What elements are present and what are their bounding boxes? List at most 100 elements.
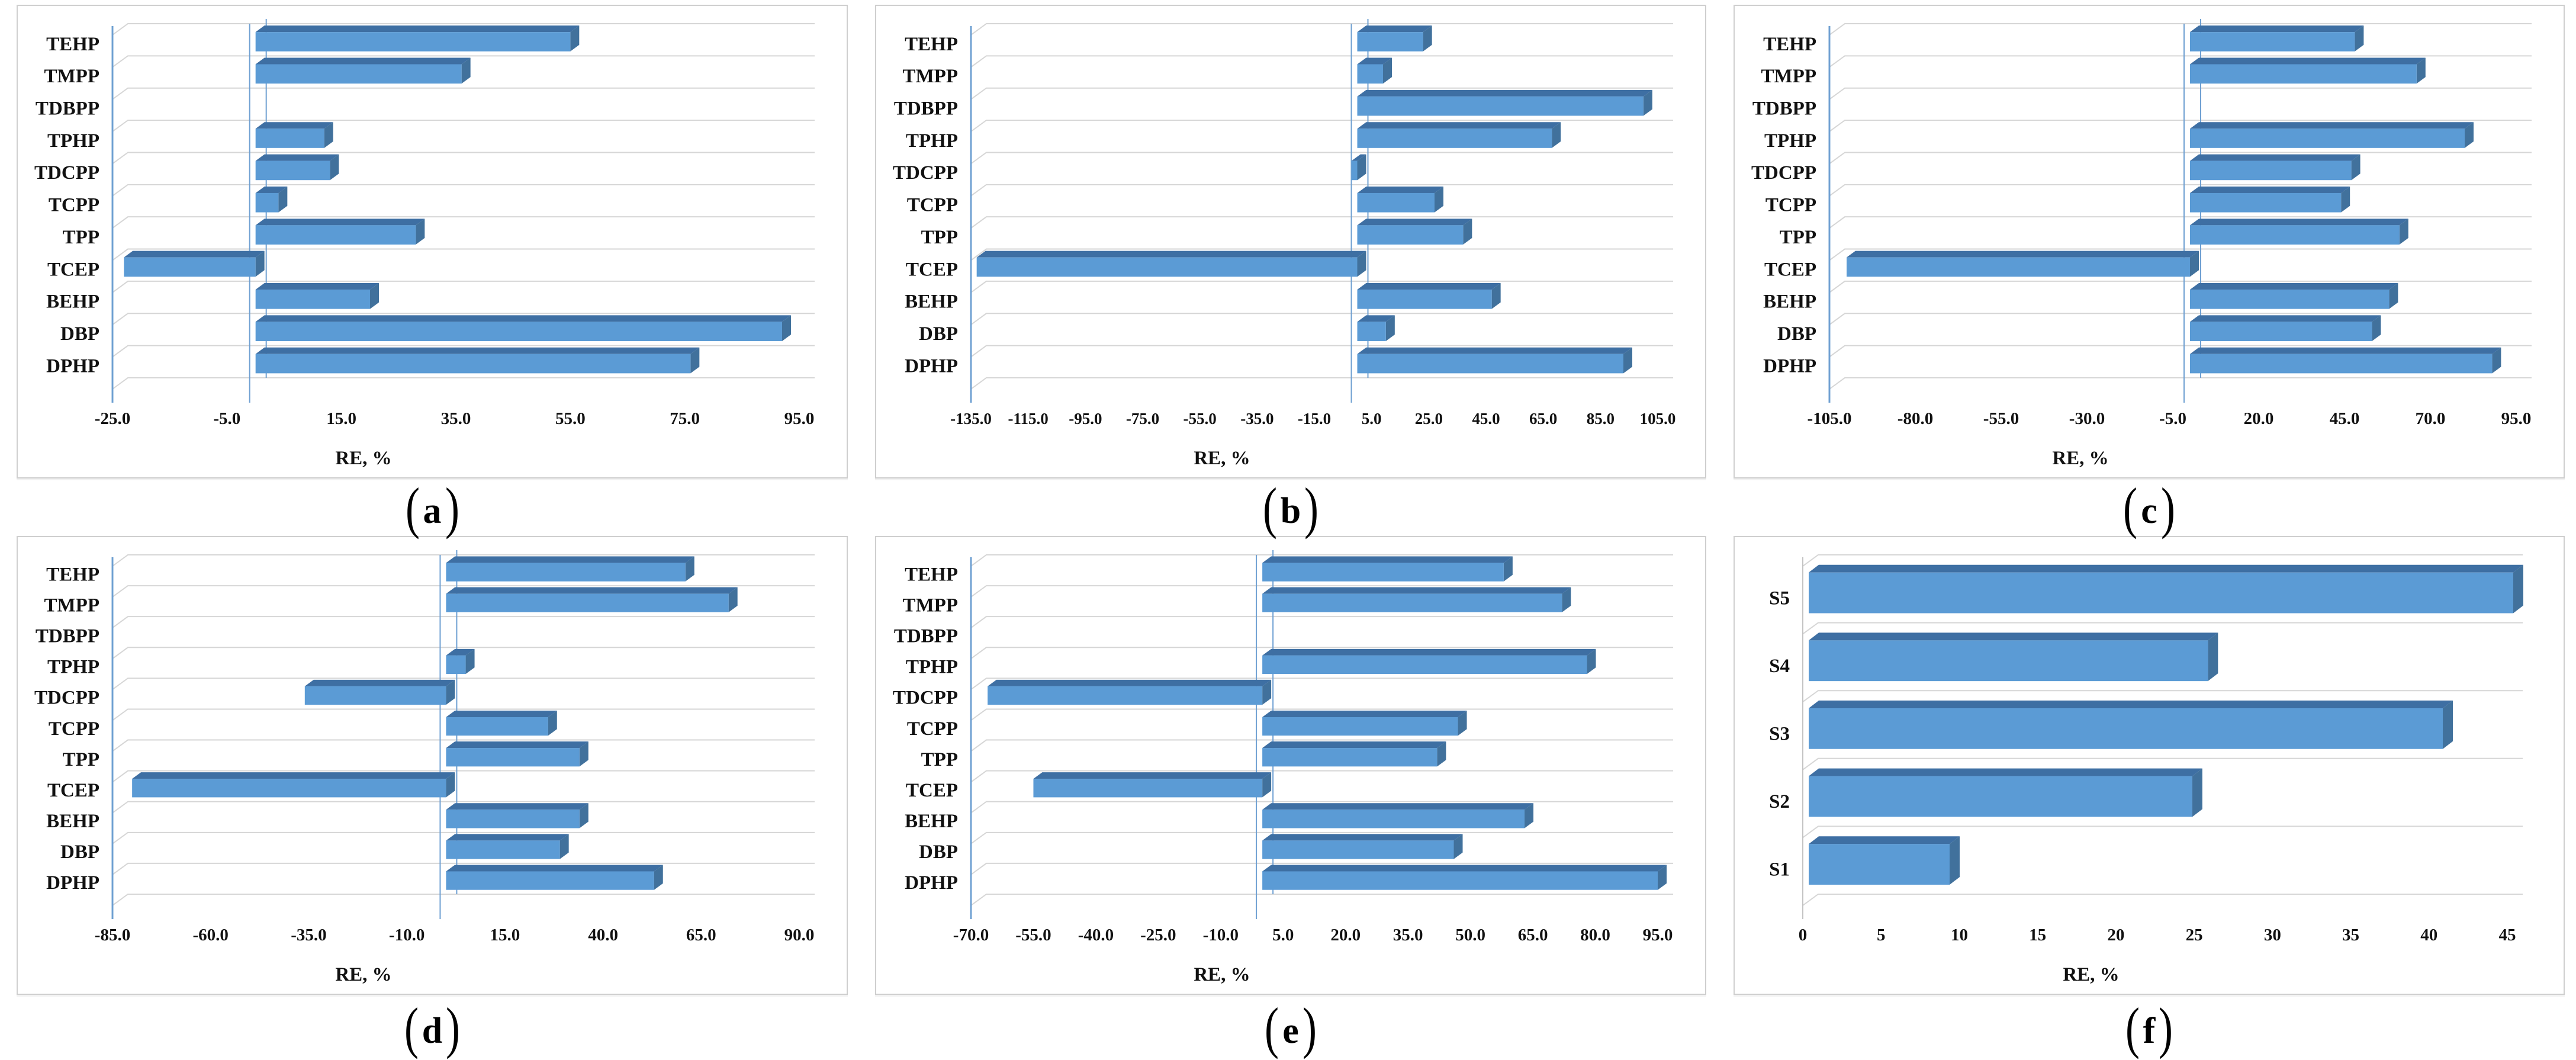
category-label: DPHP	[1763, 355, 1816, 377]
bar-top-DPHP	[446, 865, 663, 872]
tick-label: 85.0	[1587, 410, 1615, 428]
bar-side-TPHP	[324, 122, 333, 148]
tick-label: -135.0	[950, 410, 992, 428]
bar-side-TDCPP	[330, 154, 339, 181]
bar-top-TEHP	[1357, 25, 1432, 33]
grid-line	[112, 831, 815, 844]
bar-TDCPP	[988, 686, 1263, 705]
grid-line	[970, 739, 1673, 752]
bar-top-TPHP	[2190, 122, 2474, 129]
grid-line	[970, 55, 1673, 68]
tick-label: -115.0	[1008, 410, 1049, 428]
grid-line	[112, 313, 815, 326]
grid-line	[970, 216, 1673, 229]
grid-line	[112, 248, 815, 261]
bar-TPP	[255, 225, 416, 245]
grid-line	[1829, 87, 2532, 100]
bar-top-BEHP	[446, 803, 588, 810]
bar-top-TMPP	[255, 57, 471, 65]
bar-top-TEHP	[255, 25, 580, 33]
tick-label: -55.0	[1015, 926, 1051, 945]
category-label: TCPP	[49, 195, 99, 216]
bar-side-DPHP	[1623, 347, 1632, 374]
bar-top-BEHP	[1357, 283, 1501, 290]
bar-top-TCPP	[2190, 186, 2350, 193]
tick-label: 65.0	[686, 926, 716, 945]
bar-top-TCEP	[124, 250, 265, 258]
axis-title: RE, %	[2052, 448, 2108, 469]
bar-top-TMPP	[446, 587, 738, 594]
tick-label: 70.0	[2416, 409, 2446, 428]
category-label: TCEP	[47, 780, 99, 801]
tick-label: -95.0	[1069, 410, 1102, 428]
category-label: TPHP	[1764, 130, 1816, 152]
tick-label: -80.0	[1898, 409, 1933, 428]
bar-top-TPP	[1357, 219, 1472, 226]
bar-BEHP	[2190, 290, 2390, 309]
grid-line	[970, 345, 1673, 358]
bar-DPHP	[255, 354, 691, 374]
bar-side-TPHP	[465, 648, 475, 674]
tick-label: 5.0	[1272, 926, 1294, 945]
bar-top-TPHP	[1262, 648, 1596, 656]
bar-side-BEHP	[1525, 803, 1534, 828]
bar-TEHP	[446, 563, 686, 582]
bar-top-TCEP	[1847, 250, 2199, 258]
bar-top-DBP	[1262, 834, 1463, 841]
bar-TPP	[1357, 225, 1464, 245]
bar-TDCPP	[1351, 160, 1358, 181]
grid-line	[1829, 313, 2532, 326]
grid-line	[112, 345, 815, 358]
bar-side-TMPP	[1383, 57, 1392, 84]
bar-top-TCPP	[1357, 186, 1443, 193]
caption-a: (a)	[17, 480, 848, 537]
bar-side-TPP	[416, 219, 425, 245]
bar-TDCPP	[304, 686, 446, 705]
bar-side-TCPP	[1435, 186, 1443, 213]
caption-letter: b	[1280, 491, 1301, 531]
bar-side-BEHP	[579, 803, 588, 828]
axis-title: RE, %	[335, 448, 391, 469]
bar-top-DPHP	[1357, 347, 1632, 354]
bar-side-TCEP	[1357, 250, 1366, 277]
category-label: TDBPP	[36, 98, 99, 120]
grid-line	[1829, 55, 2532, 68]
bar-top-TEHP	[446, 556, 694, 563]
bar-DPHP	[1262, 871, 1658, 890]
grid-line	[970, 585, 1673, 598]
tick-label: 105.0	[1640, 410, 1676, 428]
bar-side-TEHP	[1503, 556, 1513, 582]
grid-line	[970, 708, 1673, 721]
bar-side-S3	[2443, 700, 2453, 749]
tick-label: 5.0	[1362, 410, 1382, 428]
caption-open-paren: (	[1265, 995, 1279, 1059]
tick-label: 15.0	[490, 926, 520, 945]
category-label: TPP	[63, 749, 99, 770]
bar-TEHP	[1262, 563, 1504, 582]
bar-side-DPHP	[690, 347, 700, 374]
category-label: TCPP	[1765, 195, 1816, 216]
category-label: DPHP	[905, 872, 958, 894]
caption-open-paren: (	[404, 995, 419, 1059]
bar-side-DBP	[2372, 315, 2381, 342]
grid-line	[112, 801, 815, 814]
category-label: TCEP	[906, 259, 958, 280]
grid-line	[970, 152, 1673, 165]
tick-label: 35.0	[441, 409, 471, 428]
bar-S2	[1809, 776, 2192, 817]
bar-TEHP	[255, 32, 571, 52]
caption-e: (e)	[875, 995, 1706, 1059]
category-label: TDCPP	[34, 162, 99, 184]
bar-top-TDCPP	[255, 154, 339, 161]
bar-side-TEHP	[2355, 25, 2364, 52]
bar-top-BEHP	[2190, 283, 2398, 290]
bar-top-TCEP	[1033, 772, 1272, 779]
grid-line	[112, 770, 815, 783]
grid-line	[1829, 120, 2532, 132]
bar-TEHP	[2190, 32, 2355, 52]
category-label: TDCPP	[1751, 162, 1816, 184]
category-label: TMPP	[44, 66, 99, 87]
tick-label: -10.0	[1203, 926, 1239, 945]
bar-side-TMPP	[2416, 57, 2426, 84]
bar-side-S1	[1950, 836, 1960, 885]
